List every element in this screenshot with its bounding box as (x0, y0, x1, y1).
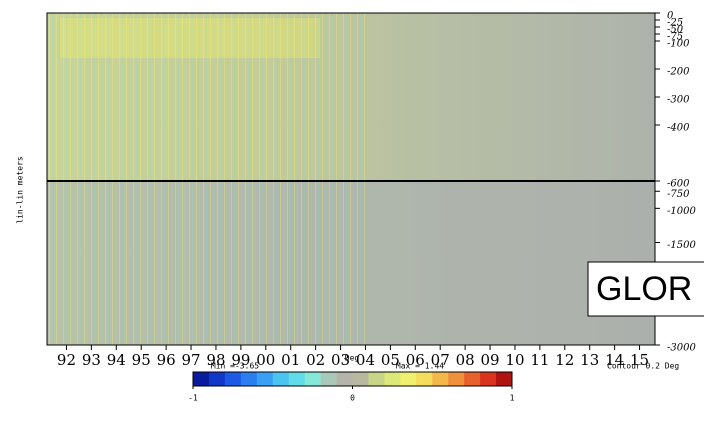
colorbar-swatch (224, 372, 242, 386)
x-tick-label: 02 (306, 351, 325, 369)
x-tick-label: 04 (356, 351, 375, 369)
y-tick-label: -3000 (667, 343, 696, 354)
y-tick-label: -300 (667, 95, 690, 106)
colorbar-tick-label: 1 (510, 394, 515, 403)
colorbar-swatch (448, 372, 465, 386)
overlay-box (587, 261, 704, 317)
min-label: Min =-3.65 (211, 362, 259, 371)
colorbar-swatch (336, 372, 353, 386)
x-tick-label: 97 (181, 351, 200, 369)
field (46, 12, 656, 346)
x-tick-label: 13 (580, 351, 599, 369)
colorbar-swatch (416, 372, 433, 386)
x-tick-label: 10 (505, 351, 524, 369)
y-tick-label: -1500 (667, 240, 696, 251)
colorbar-swatch (432, 372, 449, 386)
colorbar-swatch (496, 372, 513, 386)
y-tick-label: -50 (667, 25, 684, 36)
x-tick-label: 96 (157, 351, 176, 369)
x-tick-label: 94 (107, 351, 126, 369)
overlay-label: GLOR (596, 270, 692, 308)
x-tick-label: 08 (456, 351, 475, 369)
x-tick-label: 93 (82, 351, 101, 369)
y-tick-label: -1000 (667, 206, 696, 217)
y-tick-label: 0 (667, 11, 674, 22)
colorbar-swatch (240, 372, 258, 386)
colorbar-swatch (352, 372, 369, 386)
y-tick-label: -750 (667, 189, 690, 200)
x-tick-label: 09 (480, 351, 499, 369)
colorbar-swatch (304, 372, 322, 386)
colorbar-label: Deg (345, 354, 360, 363)
x-tick-label: 12 (555, 351, 574, 369)
x-tick-label: 99 (231, 351, 250, 369)
x-tick-label: 07 (431, 351, 450, 369)
x-tick-label: 14 (605, 351, 624, 369)
x-tick-label: 00 (256, 351, 275, 369)
x-tick-label: 11 (530, 351, 549, 369)
max-label: Max = 1.44 (396, 362, 444, 371)
colorbar-swatch (208, 372, 226, 386)
y-axis-label: lin-lin meters (16, 156, 25, 224)
colorbar-swatch (272, 372, 290, 386)
x-tick-label: 92 (57, 351, 76, 369)
field-warm (60, 18, 320, 58)
colorbar-tick-label: -1 (188, 394, 198, 403)
x-tick-label: 03 (331, 351, 350, 369)
colorbar-swatch (384, 372, 401, 386)
y-tick-label: -75 (667, 32, 683, 43)
colorbar-swatch (400, 372, 417, 386)
colorbar-swatch (193, 372, 210, 386)
y-tick-label: -600 (667, 179, 690, 190)
plot-frame (46, 12, 656, 346)
x-tick-label: 15 (630, 351, 649, 369)
x-tick-label: 06 (406, 351, 425, 369)
x-tick-label: 05 (381, 351, 400, 369)
y-tick-label: -100 (667, 39, 690, 50)
x-tick-label: 98 (206, 351, 225, 369)
field-texture (47, 13, 367, 345)
colorbar-swatch (480, 372, 497, 386)
contour-note: Contour 0.2 Deg (607, 362, 679, 371)
y-tick-label: -200 (667, 67, 690, 78)
colorbar-swatch (368, 372, 385, 386)
colorbar-swatch (288, 372, 306, 386)
colorbar-swatch (256, 372, 274, 386)
y-tick-label: -25 (667, 18, 683, 29)
colorbar-swatch (320, 372, 338, 386)
x-tick-label: 95 (132, 351, 151, 369)
x-tick-label: 01 (281, 351, 300, 369)
colorbar-tick-label: 0 (350, 394, 355, 403)
colorbar-swatch (464, 372, 481, 386)
y-tick-label: -400 (667, 123, 690, 134)
